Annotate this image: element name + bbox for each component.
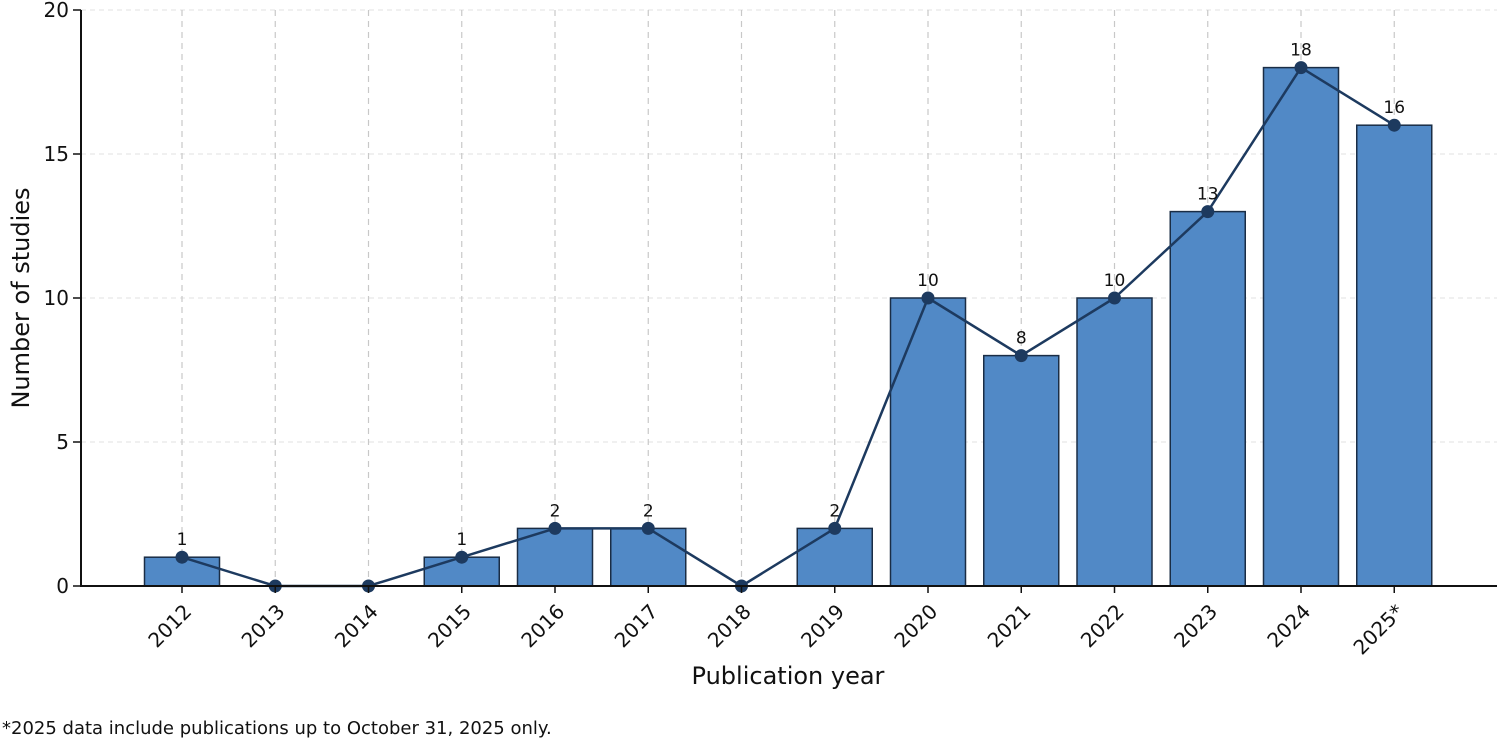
y-tick-label: 5 bbox=[56, 430, 69, 454]
bar-2025* bbox=[1356, 124, 1433, 587]
x-tick-label-2024: 2024 bbox=[1262, 599, 1315, 652]
bar-2022 bbox=[1076, 297, 1153, 587]
marker-2022 bbox=[1108, 291, 1121, 305]
marker-2025* bbox=[1387, 118, 1401, 132]
marker-2019 bbox=[828, 521, 842, 535]
bar-2019 bbox=[796, 527, 873, 587]
bars bbox=[143, 66, 1433, 587]
y-tick-label: 10 bbox=[44, 286, 69, 310]
x-tick-label-2014: 2014 bbox=[330, 599, 383, 652]
x-ticks: 2012 2013 2014 2015 2016 2017 2018 2019 2020 2021… bbox=[143, 586, 1409, 659]
x-tick-label-2025*: 2025* bbox=[1348, 599, 1408, 659]
x-tick-label-2020: 2020 bbox=[889, 599, 942, 652]
marker-2015 bbox=[455, 550, 469, 564]
data-label-2023: 13 bbox=[1197, 185, 1219, 205]
marker-2012 bbox=[175, 550, 189, 564]
x-tick-label-2022: 2022 bbox=[1076, 599, 1129, 652]
bar-2021 bbox=[983, 354, 1060, 587]
trend-line bbox=[181, 66, 1395, 588]
y-axis-label: Number of studies bbox=[7, 187, 35, 408]
x-axis-label: Publication year bbox=[692, 662, 885, 690]
trend-line-path bbox=[181, 66, 1395, 588]
bar-2024 bbox=[1262, 66, 1340, 587]
bar-2017 bbox=[610, 527, 687, 587]
marker-2023 bbox=[1201, 205, 1215, 219]
x-tick-label-2012: 2012 bbox=[143, 599, 196, 652]
marker-2020 bbox=[921, 291, 935, 305]
marker-2016 bbox=[548, 521, 562, 535]
marker-2024 bbox=[1294, 61, 1308, 75]
x-tick-label-2019: 2019 bbox=[796, 599, 849, 652]
y-tick-label: 0 bbox=[56, 574, 69, 598]
x-tick-label-2015: 2015 bbox=[423, 599, 476, 652]
y-ticks: 0 5 10 15 20 bbox=[44, 0, 81, 598]
data-label-2020: 10 bbox=[917, 271, 939, 291]
x-tick-label-2023: 2023 bbox=[1169, 599, 1222, 652]
y-tick-label: 15 bbox=[44, 142, 69, 166]
footnote: *2025 data include publications up to Oc… bbox=[2, 718, 552, 739]
y-tick-label: 20 bbox=[44, 0, 69, 22]
data-label-2017: 2 bbox=[643, 501, 654, 521]
data-label-2022: 10 bbox=[1104, 271, 1126, 291]
data-label-2012: 1 bbox=[177, 530, 188, 550]
data-labels: 1 1 2 2 2 10 8 10 13 18 16 bbox=[177, 41, 1405, 551]
bar-2020 bbox=[889, 297, 967, 587]
marker-2017 bbox=[641, 521, 655, 535]
data-label-2025*: 16 bbox=[1383, 98, 1405, 118]
x-tick-label-2013: 2013 bbox=[237, 599, 290, 652]
x-tick-label-2021: 2021 bbox=[983, 599, 1036, 652]
marker-2021 bbox=[1014, 349, 1028, 363]
x-tick-label-2018: 2018 bbox=[703, 599, 756, 652]
data-label-2019: 2 bbox=[829, 501, 840, 521]
data-label-2021: 8 bbox=[1016, 329, 1027, 349]
x-tick-label-2017: 2017 bbox=[610, 599, 663, 652]
markers bbox=[175, 61, 1401, 593]
x-tick-label-2016: 2016 bbox=[516, 599, 569, 652]
data-label-2016: 2 bbox=[550, 501, 561, 521]
data-label-2024: 18 bbox=[1290, 41, 1312, 61]
bar-2023 bbox=[1169, 210, 1246, 587]
data-label-2015: 1 bbox=[456, 530, 467, 550]
